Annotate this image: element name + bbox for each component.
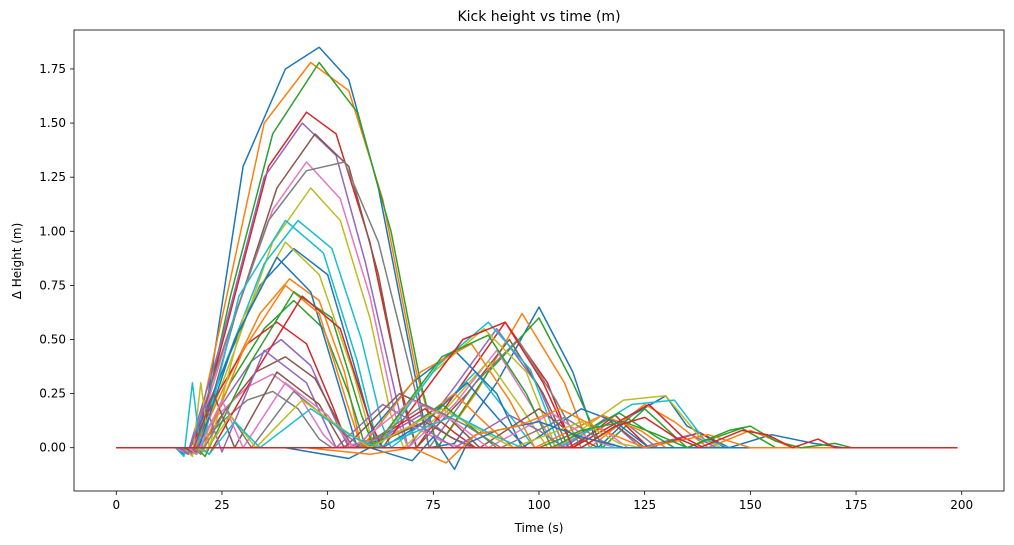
y-tick-label: 0.50: [39, 332, 66, 346]
y-tick-label: 0.75: [39, 278, 66, 292]
series-line-30: [116, 408, 958, 455]
x-axis: 0 25 50 75 100 125 150 175 200: [112, 491, 973, 512]
x-tick-label: 0: [112, 498, 120, 512]
x-tick-label: 175: [845, 498, 868, 512]
series-line-3: [116, 61, 958, 453]
x-tick-label: 100: [528, 498, 551, 512]
series-line-31: [116, 420, 958, 471]
y-tick-label: 1.00: [39, 224, 66, 238]
series-line-24: [116, 295, 958, 455]
x-tick-label: 50: [320, 498, 335, 512]
x-tick-label: 75: [426, 498, 441, 512]
series-line-21: [116, 256, 958, 455]
x-axis-label: Time (s): [514, 521, 564, 535]
series-line-7: [116, 161, 958, 453]
x-tick-label: 25: [214, 498, 229, 512]
x-tick-label: 125: [633, 498, 656, 512]
x-tick-label: 200: [950, 498, 973, 512]
y-tick-label: 1.75: [39, 62, 66, 76]
y-tick-label: 0.25: [39, 387, 66, 401]
y-axis-label: Δ Height (m): [10, 223, 24, 300]
series-line-14: [116, 321, 958, 453]
x-tick-label: 150: [739, 498, 762, 512]
y-axis: 0.00 0.25 0.50 0.75 1.00 1.25 1.50 1.75: [39, 62, 74, 455]
series-line-33: [116, 420, 958, 449]
y-tick-label: 1.50: [39, 116, 66, 130]
series-line-10: [116, 219, 958, 455]
series-line-11: [116, 247, 958, 453]
y-tick-label: 1.25: [39, 170, 66, 184]
chart-title: Kick height vs time (m): [457, 9, 620, 25]
plot-area: [116, 46, 958, 471]
series-line-34: [116, 416, 958, 449]
series-line-23: [116, 291, 958, 458]
y-tick-label: 0.00: [39, 441, 66, 455]
series-line-32: [116, 408, 958, 464]
